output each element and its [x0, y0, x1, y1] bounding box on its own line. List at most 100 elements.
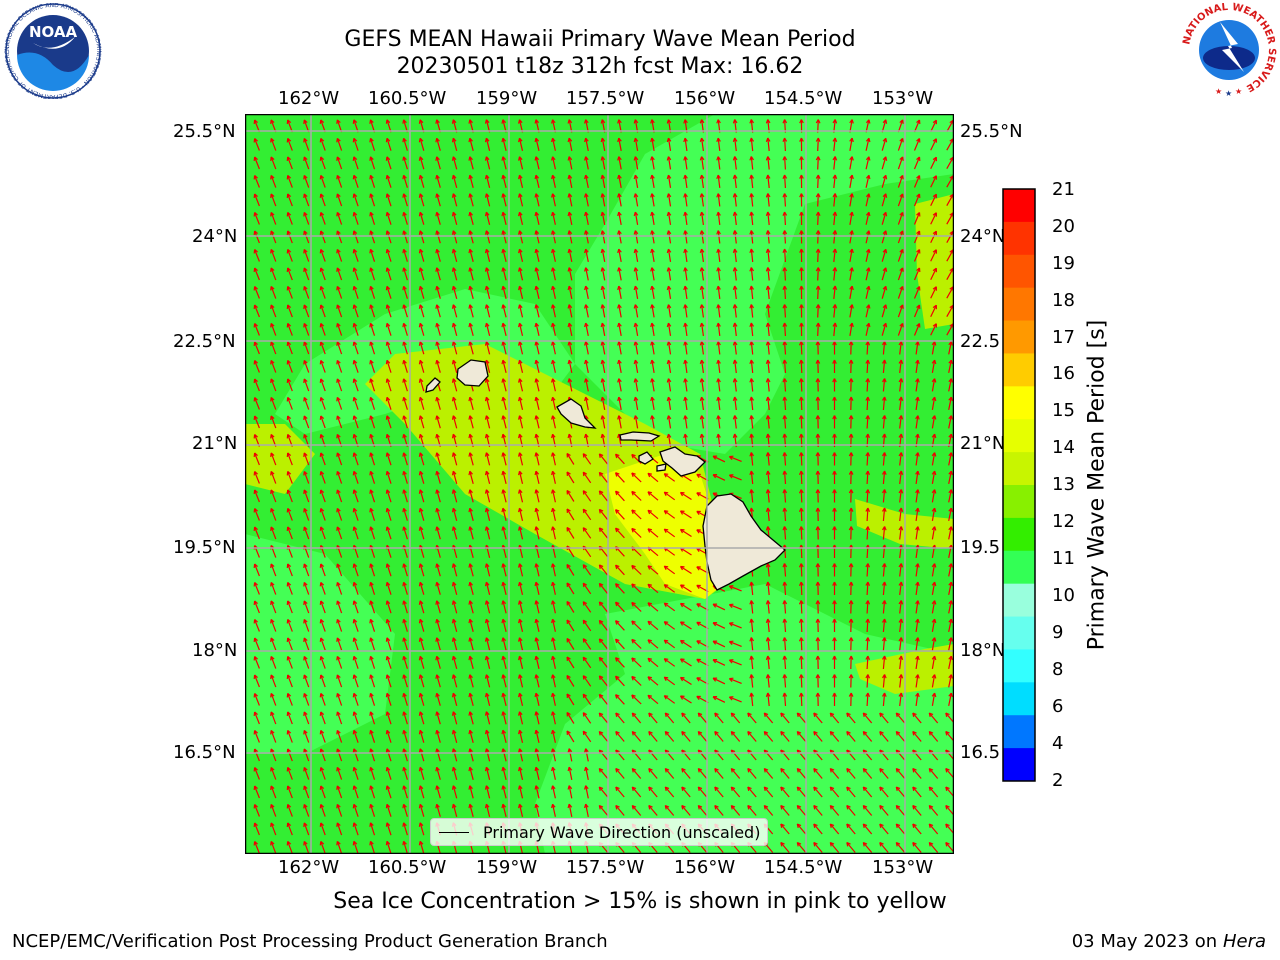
wave-direction-arrowhead: [633, 193, 639, 198]
wave-direction-arrow: [485, 582, 491, 595]
wave-direction-arrowhead: [534, 193, 540, 198]
wave-direction-arrow: [615, 527, 625, 539]
wave-direction-arrow: [469, 637, 474, 651]
wave-direction-arrow: [303, 489, 310, 503]
wave-direction-arrow: [518, 138, 524, 151]
wave-direction-arrowhead: [832, 618, 837, 623]
wave-direction-arrow: [897, 175, 904, 188]
wave-direction-arrow: [336, 730, 343, 743]
wave-direction-arrow: [336, 230, 343, 244]
wave-direction-arrow: [270, 674, 277, 688]
wave-direction-arrowhead: [402, 563, 407, 568]
wave-direction-arrowhead: [369, 156, 374, 161]
wave-direction-arrow: [833, 248, 836, 263]
wave-direction-arrowhead: [534, 433, 540, 439]
wave-direction-arrowhead: [385, 526, 391, 531]
wave-direction-arrowhead: [253, 378, 258, 383]
wave-direction-arrow: [701, 378, 704, 392]
wave-direction-arrowhead: [270, 193, 275, 198]
wave-direction-arrow: [386, 378, 392, 392]
wave-direction-arrow: [615, 694, 625, 705]
wave-direction-arrowhead: [518, 396, 523, 402]
wave-direction-arrow: [552, 767, 556, 780]
wave-direction-arrow: [566, 712, 575, 724]
wave-direction-arrow: [928, 731, 939, 742]
wave-direction-arrow: [948, 470, 952, 485]
lon-label-top-6: 153°W: [872, 88, 934, 109]
wave-direction-arrowhead: [270, 729, 275, 735]
wave-direction-arrow: [303, 138, 310, 151]
wave-direction-arrow: [254, 378, 260, 392]
wave-direction-arrowhead: [732, 285, 738, 290]
legend-line-swatch: [439, 832, 469, 833]
wave-direction-arrow: [386, 563, 392, 577]
wave-direction-arrow: [631, 565, 642, 575]
wave-direction-arrowhead: [915, 674, 920, 679]
wave-direction-arrowhead: [633, 267, 639, 272]
wave-direction-arrowhead: [582, 693, 588, 699]
wave-direction-arrowhead: [915, 600, 920, 605]
wave-direction-arrow: [369, 526, 376, 540]
wave-direction-arrowhead: [418, 119, 424, 124]
wave-direction-arrow: [287, 471, 293, 484]
wave-direction-arrow: [881, 323, 887, 336]
lat-label-left-0: 25.5°N: [173, 121, 236, 142]
wave-direction-arrow: [403, 489, 408, 503]
wave-direction-arrowhead: [418, 470, 424, 476]
sea-ice-note: Sea Ice Concentration > 15% is shown in …: [333, 889, 947, 914]
wave-direction-arrow: [833, 304, 836, 318]
wave-direction-arrowhead: [782, 211, 788, 216]
wave-direction-arrowhead: [948, 452, 953, 457]
wave-direction-arrowhead: [303, 415, 308, 420]
wave-direction-arrowhead: [749, 137, 755, 143]
wave-direction-arrowhead: [501, 729, 507, 735]
wave-direction-arrowhead: [534, 674, 540, 679]
wave-direction-arrowhead: [468, 285, 473, 291]
wave-direction-arrowhead: [782, 433, 788, 438]
wave-direction-arrow: [849, 304, 853, 318]
wave-direction-arrow: [552, 397, 556, 410]
wave-direction-arrow: [320, 175, 326, 188]
wave-direction-arrow: [485, 452, 491, 466]
wave-direction-arrowhead: [915, 637, 920, 642]
lat-label-right-2: 22.5: [960, 331, 1001, 352]
wave-direction-arrowhead: [699, 433, 705, 438]
wave-direction-arrowhead: [369, 618, 374, 624]
wave-direction-arrow: [750, 600, 754, 614]
wave-direction-arrow: [535, 711, 540, 725]
wave-direction-arrow: [663, 528, 676, 538]
wave-direction-arrowhead: [666, 193, 672, 198]
wave-direction-arrowhead: [402, 359, 407, 365]
wave-direction-arrowhead: [582, 638, 588, 643]
wave-direction-arrow: [763, 712, 774, 724]
wave-direction-arrow: [403, 360, 408, 373]
wave-direction-arrow: [915, 360, 919, 373]
wave-direction-arrowhead: [484, 711, 490, 716]
wave-direction-arrowhead: [898, 655, 904, 660]
wave-direction-arrow: [601, 174, 606, 189]
wave-direction-arrowhead: [435, 785, 440, 790]
wave-direction-arrowhead: [551, 396, 556, 402]
wave-direction-arrowhead: [352, 563, 358, 568]
wave-direction-arrow: [862, 731, 873, 742]
wave-direction-arrowhead: [303, 729, 308, 735]
wave-direction-arrow: [899, 637, 902, 651]
wave-direction-arrow: [767, 674, 770, 688]
wave-direction-arrowhead: [468, 174, 473, 180]
wave-direction-arrow: [866, 396, 869, 411]
wave-direction-arrowhead: [270, 452, 275, 457]
wave-direction-arrowhead: [484, 729, 490, 735]
wave-direction-arrowhead: [782, 304, 788, 309]
wave-direction-arrowhead: [848, 470, 854, 475]
svg-text:★: ★: [1225, 89, 1232, 98]
wave-direction-arrow: [734, 322, 737, 337]
wave-direction-arrowhead: [699, 396, 705, 401]
wave-direction-arrowhead: [402, 193, 407, 198]
wave-direction-arrowhead: [728, 640, 734, 646]
wave-direction-arrowhead: [270, 711, 275, 716]
wave-direction-arrow: [254, 119, 260, 133]
wave-direction-arrow: [552, 286, 556, 299]
wave-direction-arrowhead: [600, 267, 606, 272]
wave-direction-arrow: [796, 768, 807, 779]
wave-direction-arrow: [568, 322, 573, 337]
